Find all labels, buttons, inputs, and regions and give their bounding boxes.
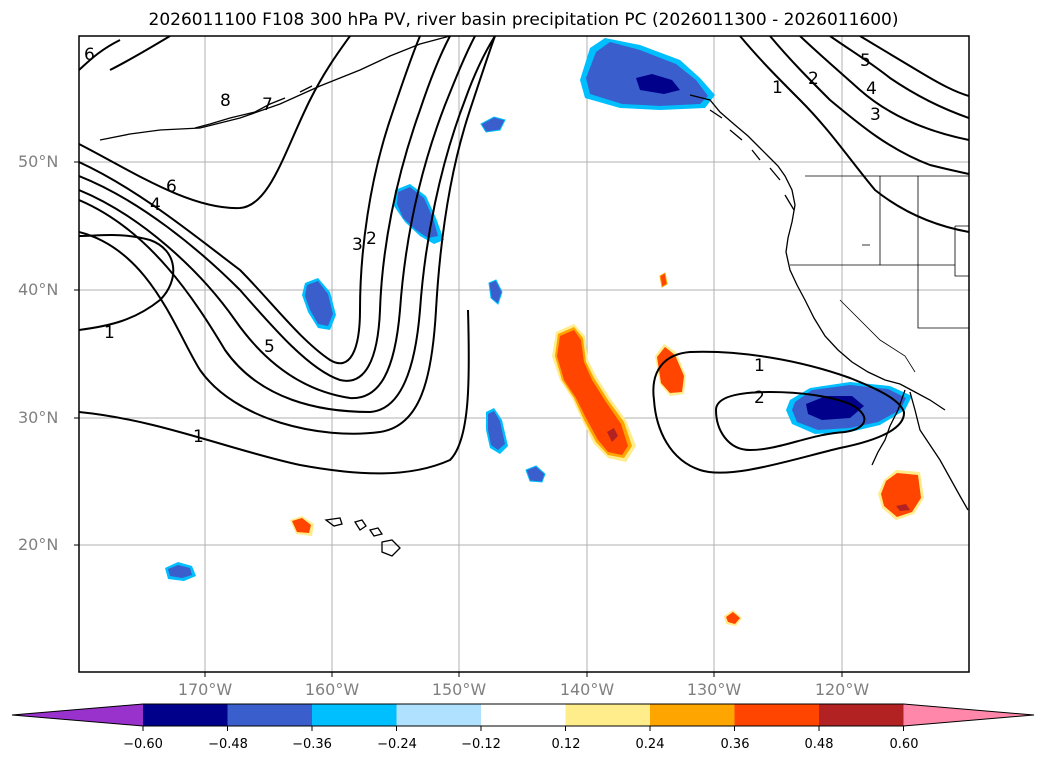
contour-label-pv-5a: 5 (264, 337, 275, 357)
colorbar-tick-label: −0.48 (208, 737, 248, 752)
contour-label-pv-7: 7 (262, 95, 273, 115)
contour-label-pv-6a: 6 (84, 45, 95, 65)
lon-label-140w: 140°W (559, 680, 615, 699)
colorbar (11, 703, 1035, 731)
colorbar-tick-label: 0.36 (720, 737, 750, 752)
axis-ticks (74, 161, 843, 677)
colorbar-tick-label: −0.60 (123, 737, 163, 752)
contour-label-pv-4b: 4 (866, 79, 877, 99)
precip-blob-6 (525, 465, 546, 483)
colorbar-segment (481, 704, 566, 726)
precip-blob-small-1 (480, 116, 506, 133)
lat-label-30n: 30°N (18, 408, 59, 427)
contour-label-pv-1c: 1 (754, 356, 765, 376)
colorbar-extend-min (12, 704, 143, 726)
contour-label-pv-5b: 5 (860, 51, 871, 71)
colorbar-extend-max (903, 704, 1034, 726)
lat-label-20n: 20°N (18, 535, 59, 554)
colorbar-tick-label: 0.48 (804, 737, 834, 752)
colorbar-tick-label: 0.24 (635, 737, 665, 752)
lat-label-50n: 50°N (18, 152, 59, 171)
colorbar-tick-label: 0.60 (889, 737, 919, 752)
contour-label-pv-6b: 6 (166, 177, 177, 197)
colorbar-tick-label: −0.24 (377, 737, 417, 752)
lon-label-130w: 130°W (686, 680, 742, 699)
lon-label-170w: 170°W (177, 680, 233, 699)
colorbar-tick-label: −0.36 (292, 737, 332, 752)
contour-label-pv-2a: 2 (366, 229, 377, 249)
colorbar-segment (650, 704, 735, 726)
precip-shading (165, 38, 924, 626)
contour-label-pv-4a: 4 (150, 195, 161, 215)
colorbar-segment (565, 704, 651, 726)
contour-label-pv-1d: 1 (772, 78, 783, 98)
colorbar-tick-label: 0.12 (551, 737, 581, 752)
contour-label-pv-1b: 1 (193, 427, 204, 447)
coastlines (99, 36, 969, 557)
contour-label-pv-2b: 2 (754, 388, 765, 408)
plot-area (79, 36, 969, 672)
contour-label-pv-2c: 2 (808, 69, 819, 89)
colorbar-segment (396, 704, 482, 726)
plot-frame (78, 35, 970, 673)
colorbar-segment (312, 704, 397, 726)
map-title: 2026011100 F108 300 hPa PV, river basin … (148, 10, 899, 30)
lon-label-120w: 120°W (814, 680, 870, 699)
contour-labels: 6 8 7 6 4 2 3 5 1 1 1 2 1 2 5 4 3 (84, 45, 881, 447)
pv-contours (79, 36, 969, 475)
lat-label-40n: 40°N (18, 280, 59, 299)
colorbar-segment (734, 704, 820, 726)
contour-label-pv-3a: 3 (352, 235, 363, 255)
contour-label-pv-8: 8 (220, 91, 231, 111)
colorbar-segment (143, 704, 228, 726)
precip-blob-4 (488, 279, 503, 305)
lon-label-160w: 160°W (304, 680, 360, 699)
contour-label-pv-3b: 3 (870, 105, 881, 125)
state-borders (790, 175, 969, 373)
colorbar-segment (819, 704, 904, 726)
colorbar-tick-label: −0.12 (461, 737, 501, 752)
precip-blob-red-3 (659, 272, 668, 288)
contour-label-pv-1a: 1 (104, 323, 115, 343)
lon-label-150w: 150°W (431, 680, 487, 699)
colorbar-segment (227, 704, 313, 726)
